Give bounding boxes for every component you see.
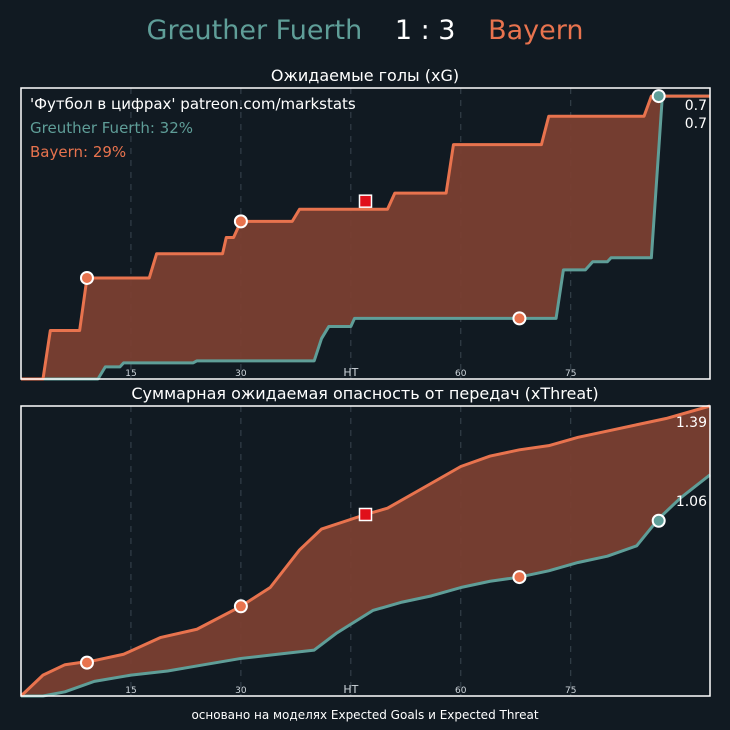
- x-tick-label: 75: [565, 369, 576, 379]
- legend-home-share: Greuther Fuerth: 32%: [30, 119, 194, 137]
- plot-frame: [20, 405, 711, 697]
- x-tick-label: 60: [455, 686, 467, 696]
- goal-marker-away: [79, 655, 94, 670]
- goal-marker-away: [233, 599, 248, 614]
- x-tick-label: 30: [235, 369, 247, 379]
- x-tick-label: 60: [455, 369, 467, 379]
- end-label-away: 0.7: [685, 98, 707, 114]
- goal-marker-away: [512, 570, 527, 585]
- match-header: Greuther Fuerth 1 : 3 Bayern: [0, 14, 730, 54]
- xg-chart: 15 30 HT 60 75 0.7 0.7: [20, 87, 711, 381]
- home-team-name: Greuther Fuerth: [146, 15, 363, 46]
- end-label-home: 0.7: [685, 116, 707, 132]
- xg-legend: 'Футбол в цифрах' patreon.com/markstats …: [30, 92, 356, 164]
- series-line-home: [21, 473, 711, 698]
- goal-marker-away: [79, 270, 94, 285]
- goal-marker-away: [512, 311, 527, 326]
- end-label-home: 1.06: [676, 494, 707, 510]
- legend-away-share: Bayern: 29%: [30, 143, 127, 161]
- own-goal-marker: [358, 507, 373, 522]
- xg-difference-area: [21, 406, 710, 696]
- away-team-name: Bayern: [488, 15, 584, 46]
- xg-difference-area: [21, 96, 710, 379]
- end-label-away: 1.39: [676, 415, 707, 431]
- match-score: 1 : 3: [394, 15, 456, 46]
- series-line-home: [21, 94, 710, 381]
- plot-frame: [20, 87, 711, 380]
- legend-source: 'Футбол в цифрах' patreon.com/markstats: [30, 95, 356, 113]
- x-tick-label: 75: [565, 686, 576, 696]
- x-tick-label: HT: [343, 683, 358, 696]
- series-line-away: [21, 94, 710, 381]
- footer-note: основано на моделях Expected Goals и Exp…: [191, 708, 539, 722]
- goal-marker-home: [651, 89, 666, 104]
- x-tick-label: 15: [125, 369, 136, 379]
- goal-marker-home: [651, 513, 666, 528]
- own-goal-marker: [358, 194, 373, 208]
- xt-chart-title: Суммарная ожидаемая опасность от передач…: [131, 384, 599, 403]
- goal-marker-away: [233, 214, 248, 229]
- x-tick-label: 15: [125, 686, 136, 696]
- x-tick-label: 30: [235, 686, 247, 696]
- x-tick-label: HT: [343, 366, 358, 379]
- xg-chart-title: Ожидаемые голы (xG): [270, 66, 460, 85]
